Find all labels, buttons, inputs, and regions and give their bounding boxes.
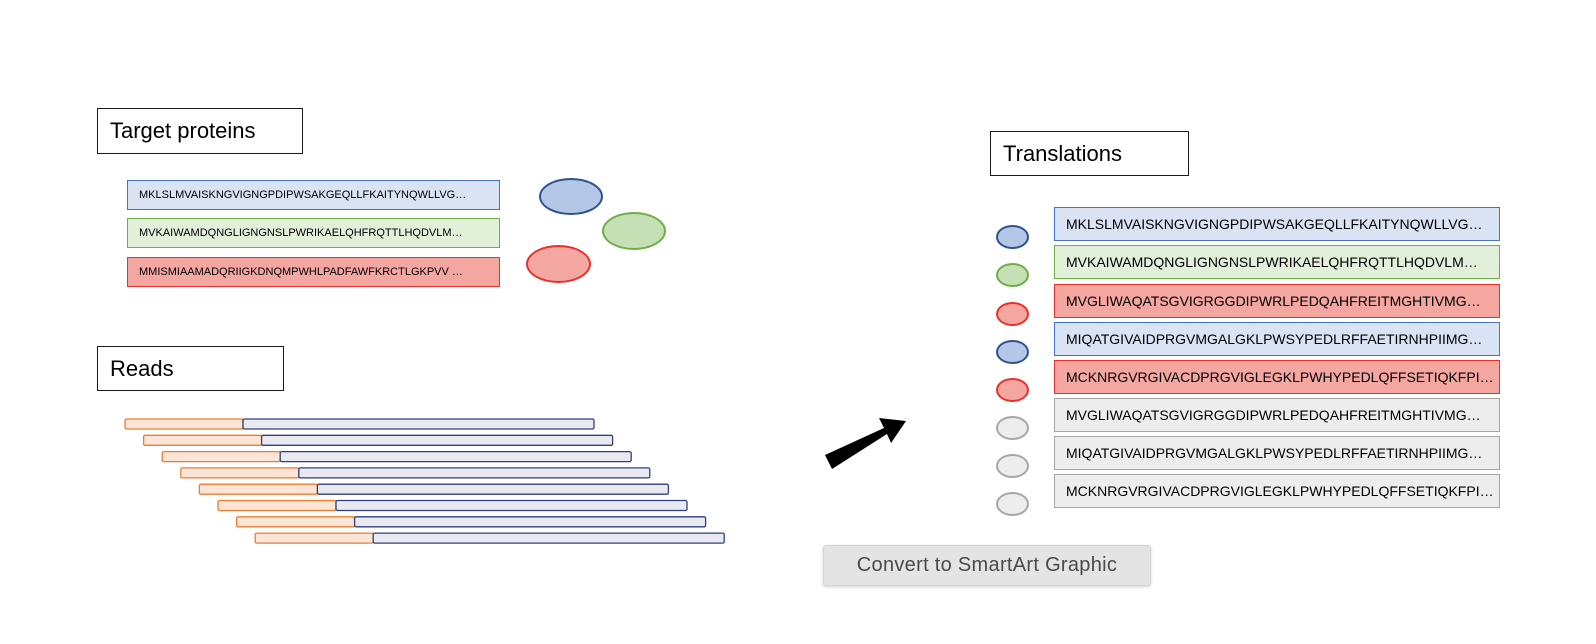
convert-to-smartart-button[interactable]: Convert to SmartArt Graphic xyxy=(823,545,1151,586)
target-oval-blue xyxy=(539,178,603,215)
read-body xyxy=(279,450,632,463)
read-body xyxy=(316,483,670,495)
arrow-icon xyxy=(825,418,906,469)
read-body xyxy=(242,418,595,430)
translation-sequence-5: MCKNRGVRGIVACDPRGVIGLEGKLPWHYPEDLQFFSETI… xyxy=(1054,360,1500,394)
translation-sequence-8: MCKNRGVRGIVACDPRGVIGLEGKLPWHYPEDLQFFSETI… xyxy=(1054,474,1500,508)
read-body xyxy=(260,434,614,446)
translations-title: Translations xyxy=(1003,140,1123,166)
read-body xyxy=(298,467,651,479)
translation-oval-red xyxy=(996,302,1029,326)
translation-oval-gray xyxy=(996,492,1029,516)
read-bar xyxy=(161,450,632,463)
convert-to-smartart-label: Convert to SmartArt Graphic xyxy=(856,554,1118,576)
read-bar xyxy=(198,483,670,495)
translations-label: Translations xyxy=(990,131,1189,176)
translation-sequence-1: MKLSLMVAISKNGVIGNGPDIPWSAKGEQLLFKAITYNQW… xyxy=(1054,207,1500,241)
target-sequence-2: MVKAIWAMDQNGLIGNGNSLPWRIKAELQHFRQTTLHQDV… xyxy=(127,218,500,248)
translation-oval-gray xyxy=(996,416,1029,440)
read-body xyxy=(353,516,707,528)
translation-sequence-3: MVGLIWAQATSGVIGRGGDIPWRLPEDQAHFREITMGHTI… xyxy=(1054,284,1500,318)
translation-oval-gray xyxy=(996,454,1029,478)
translation-sequence-4: MIQATGIVAIDPRGVMGALGKLPWSYPEDLRFFAETIRNH… xyxy=(1054,322,1500,356)
translation-sequence-2: MVKAIWAMDQNGLIGNGNSLPWRIKAELQHFRQTTLHQDV… xyxy=(1054,245,1500,279)
read-bar xyxy=(180,467,651,479)
translation-oval-blue xyxy=(996,225,1029,249)
target-sequence-3: MMISMIAAMADQRIIGKDNQMPWHLPADFAWFKRCTLGKP… xyxy=(127,257,500,287)
read-bar xyxy=(254,532,725,544)
reads-label: Reads xyxy=(97,346,284,391)
target-proteins-title: Target proteins xyxy=(110,118,256,143)
target-proteins-label: Target proteins xyxy=(97,108,303,154)
read-body xyxy=(372,532,725,544)
read-body xyxy=(335,499,688,512)
target-oval-red xyxy=(526,245,591,283)
read-bar xyxy=(235,516,707,528)
translation-oval-green xyxy=(996,263,1029,287)
reads-title: Reads xyxy=(110,355,174,381)
translation-sequence-7: MIQATGIVAIDPRGVMGALGKLPWSYPEDLRFFAETIRNH… xyxy=(1054,436,1500,470)
translation-oval-red xyxy=(996,378,1029,402)
read-bar xyxy=(142,434,614,446)
translation-oval-blue xyxy=(996,340,1029,364)
target-oval-green xyxy=(602,212,666,250)
read-bar xyxy=(217,499,688,512)
target-sequence-1: MKLSLMVAISKNGVIGNGPDIPWSAKGEQLLFKAITYNQW… xyxy=(127,180,500,210)
translation-sequence-6: MVGLIWAQATSGVIGRGGDIPWRLPEDQAHFREITMGHTI… xyxy=(1054,398,1500,432)
read-bar xyxy=(124,418,595,430)
